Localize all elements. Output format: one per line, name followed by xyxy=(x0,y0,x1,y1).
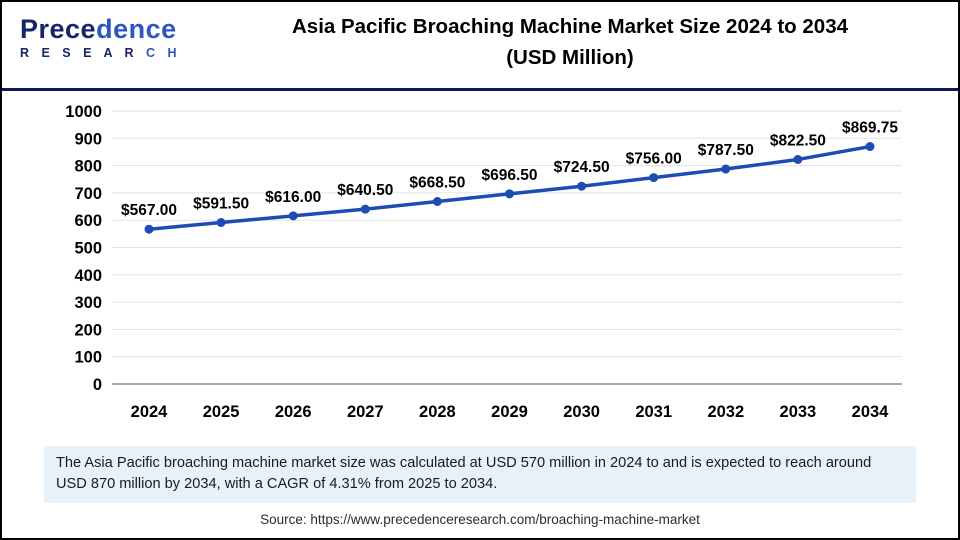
x-tick-label: 2030 xyxy=(563,403,600,421)
data-point xyxy=(505,189,514,199)
y-tick-label: 0 xyxy=(93,376,102,394)
data-point xyxy=(721,164,731,174)
data-label: $869.75 xyxy=(842,120,898,137)
y-tick-label: 600 xyxy=(74,212,102,230)
brand-subtitle: R E S E A R C H xyxy=(20,47,192,60)
data-label: $567.00 xyxy=(121,202,177,219)
series-line xyxy=(147,144,872,231)
data-label: $724.50 xyxy=(554,159,610,176)
line-chart: 0 100 200 300 400 500 600 700 800 900 1000 2024 2025… xyxy=(65,103,902,421)
y-tick-label: 700 xyxy=(74,185,102,203)
x-tick-label: 2025 xyxy=(203,403,240,421)
y-tick-label: 200 xyxy=(74,321,102,339)
data-label: $668.50 xyxy=(409,174,465,191)
data-label: $696.50 xyxy=(481,167,537,184)
brand-name: Precedence xyxy=(20,16,192,43)
data-point xyxy=(432,196,442,206)
data-label: $787.50 xyxy=(698,142,754,159)
x-tick-label: 2028 xyxy=(419,403,456,421)
data-point xyxy=(360,204,370,214)
x-tick-label: 2024 xyxy=(131,403,169,421)
y-tick-label: 800 xyxy=(74,158,102,176)
y-tick-label: 100 xyxy=(74,349,102,367)
x-tick-label: 2026 xyxy=(275,403,312,421)
summary-box: The Asia Pacific broaching machine marke… xyxy=(44,446,916,503)
data-label: $591.50 xyxy=(193,196,249,213)
y-tick-label: 300 xyxy=(74,294,102,312)
brand-logo: Precedence R E S E A R C H xyxy=(2,2,192,60)
data-point xyxy=(216,218,226,228)
header: Precedence R E S E A R C H Asia Pacific … xyxy=(2,2,958,91)
x-tick-label: 2033 xyxy=(780,403,817,421)
y-tick-label: 900 xyxy=(74,130,102,148)
x-tick-label: 2034 xyxy=(852,403,890,421)
brand-name-blue: dence xyxy=(96,14,177,44)
y-tick-label: 400 xyxy=(74,267,102,285)
data-point xyxy=(793,154,803,164)
data-label: $822.50 xyxy=(770,132,826,149)
x-tick-label: 2029 xyxy=(491,403,528,421)
data-point xyxy=(144,224,154,234)
data-point xyxy=(649,173,659,183)
data-point xyxy=(577,181,587,191)
page-title-line2: (USD Million) xyxy=(506,46,634,69)
source-text: Source: https://www.precedenceresearch.c… xyxy=(260,512,700,527)
data-label: $640.50 xyxy=(337,182,393,199)
y-tick-label: 1000 xyxy=(65,103,102,121)
source-line: Source: https://www.precedenceresearch.c… xyxy=(2,512,958,527)
data-point xyxy=(865,142,875,152)
brand-subtitle-blue: C H xyxy=(146,46,182,60)
data-label: $616.00 xyxy=(265,189,321,206)
x-tick-label: 2031 xyxy=(635,403,672,421)
brand-name-dark: Prece xyxy=(20,14,97,44)
data-label: $756.00 xyxy=(626,151,682,168)
page-title: Asia Pacific Broaching Machine Market Si… xyxy=(192,2,958,73)
summary-text: The Asia Pacific broaching machine marke… xyxy=(56,455,872,492)
data-point xyxy=(288,211,298,221)
y-tick-label: 500 xyxy=(74,240,102,258)
brand-subtitle-dark: R E S E A R xyxy=(20,46,147,60)
x-tick-label: 2032 xyxy=(707,403,744,421)
x-tick-label: 2027 xyxy=(347,403,384,421)
page-title-line1: Asia Pacific Broaching Machine Market Si… xyxy=(291,15,848,38)
